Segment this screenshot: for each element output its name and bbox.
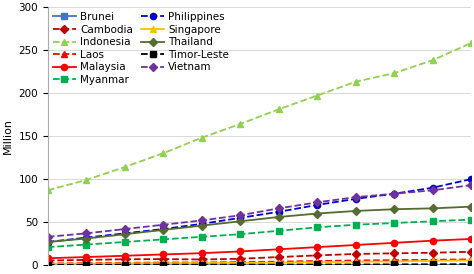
Legend: Brunei, Cambodia, Indonesia, Laos, Malaysia, Myanmar, Philippines, Singapore, Th: Brunei, Cambodia, Indonesia, Laos, Malay… (51, 10, 231, 87)
Y-axis label: Million: Million (3, 118, 13, 154)
